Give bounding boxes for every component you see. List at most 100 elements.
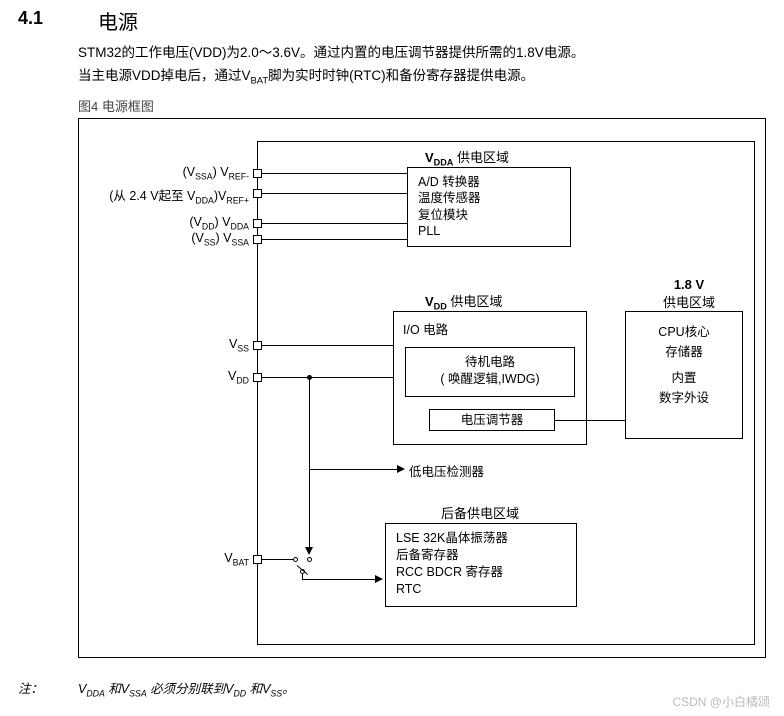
- pin-vref-plus: [253, 189, 262, 198]
- t: ) V: [215, 215, 231, 229]
- t: DDA: [86, 689, 104, 699]
- t: 供电区域: [447, 294, 503, 309]
- wire: [262, 559, 294, 560]
- t: 1.8 V: [674, 277, 704, 292]
- t: REF+: [226, 196, 249, 206]
- intro-paragraph: STM32的工作电压(VDD)为2.0～3.6V。通过内置的电压调节器提供所需的…: [78, 42, 764, 90]
- t: DDA: [231, 222, 249, 232]
- vdd-domain-title: VDD 供电区域: [425, 291, 502, 312]
- t: (V: [191, 231, 204, 245]
- t: )V: [214, 189, 227, 203]
- wire: [262, 239, 407, 240]
- vdda-domain-title: VDDA 供电区域: [425, 147, 509, 168]
- wire: [262, 345, 393, 346]
- pin-vbat-label: VBAT: [79, 551, 249, 568]
- pin-vref-plus-label: (从 2.4 V起至 VDDA)VREF+: [79, 185, 249, 206]
- arrow-icon: [375, 575, 383, 583]
- pin-vref-minus: [253, 169, 262, 178]
- wire: [262, 193, 407, 194]
- backup-domain-box: LSE 32K晶体振荡器 后备寄存器 RCC BDCR 寄存器 RTC: [385, 523, 577, 607]
- v18-domain-box: CPU核心 存储器 内置 数字外设: [625, 311, 743, 439]
- t: 。: [282, 682, 295, 696]
- pin-vref-minus-label: (VSSA) VREF-: [79, 165, 249, 182]
- backup-l2: 后备寄存器: [396, 547, 566, 564]
- wire: [309, 377, 310, 553]
- standby-l1: 待机电路: [406, 354, 574, 371]
- section-title: 电源: [98, 6, 138, 35]
- wire: [309, 469, 399, 470]
- v18-l3: 内置: [626, 368, 742, 388]
- arrow-icon: [305, 547, 313, 555]
- backup-l3: RCC BDCR 寄存器: [396, 564, 566, 581]
- t: 供电区域: [453, 150, 509, 165]
- para-line2b: 脚为实时时钟(RTC)和备份寄存器提供电源。: [268, 68, 534, 83]
- t: 供电区域: [663, 295, 715, 310]
- standby-box: 待机电路 ( 唤醒逻辑,IWDG): [405, 347, 575, 397]
- vdda-l1: A/D 转换器: [418, 174, 560, 190]
- lvd-label: 低电压检测器: [409, 461, 484, 480]
- t: SS: [270, 689, 282, 699]
- section-number: 4.1: [18, 8, 43, 29]
- para-line1: STM32的工作电压(VDD)为2.0～3.6V。通过内置的电压调节器提供所需的…: [78, 45, 584, 60]
- pin-vss-label: VSS: [79, 337, 249, 354]
- wire: [302, 579, 377, 580]
- pin-vdda-label: (VDD) VDDA: [79, 215, 249, 232]
- pin-vdd-label: VDD: [79, 369, 249, 386]
- t: SS: [237, 344, 249, 354]
- t: (从 2.4 V起至 V: [109, 189, 195, 203]
- para-line2a: 当主电源VDD掉电后，通过V: [78, 68, 251, 83]
- t: V: [425, 294, 434, 309]
- v18-l1: CPU核心: [626, 322, 742, 342]
- t: SSA: [231, 238, 249, 248]
- pin-vdd: [253, 373, 262, 382]
- t: BAT: [233, 558, 249, 568]
- v18-l2: 存储器: [626, 342, 742, 362]
- t: REF-: [229, 172, 249, 182]
- t: 和V: [246, 682, 270, 696]
- arrow-icon: [397, 465, 405, 473]
- figure-label: 图4 电源框图: [78, 96, 154, 115]
- standby-l2: ( 唤醒逻辑,IWDG): [406, 371, 574, 388]
- vdda-l3: 复位模块: [418, 207, 560, 223]
- wire: [262, 377, 393, 378]
- t: V: [224, 551, 232, 565]
- pin-vss: [253, 341, 262, 350]
- t: SSA: [129, 689, 147, 699]
- t: 和V: [105, 682, 129, 696]
- wire: [262, 173, 407, 174]
- t: 必须分别联到V: [147, 682, 234, 696]
- backup-l1: LSE 32K晶体振荡器: [396, 530, 566, 547]
- regulator-box: 电压调节器: [429, 409, 555, 431]
- t: (V: [183, 165, 196, 179]
- vdda-l4: PLL: [418, 223, 560, 239]
- v18-title: 1.8 V 供电区域: [639, 277, 739, 311]
- pin-vssa-label: (VSS) VSSA: [79, 231, 249, 248]
- io-label: I/O 电路: [403, 319, 448, 338]
- para-line2-sub: BAT: [251, 76, 269, 87]
- t: (V: [189, 215, 202, 229]
- note-label: 注：: [18, 678, 43, 697]
- pin-vssa: [253, 235, 262, 244]
- t: V: [425, 150, 434, 165]
- t: DDA: [195, 196, 213, 206]
- t: ) V: [216, 231, 232, 245]
- pin-vbat: [253, 555, 262, 564]
- watermark: CSDN @小白橘颂: [672, 693, 770, 710]
- v18-l4: 数字外设: [626, 388, 742, 408]
- backup-l4: RTC: [396, 581, 566, 598]
- t: DD: [233, 689, 246, 699]
- note-body: VDDA 和VSSA 必须分别联到VDD 和VSS。: [78, 678, 295, 699]
- vdda-l2: 温度传感器: [418, 190, 560, 206]
- t: DD: [202, 222, 215, 232]
- backup-title: 后备供电区域: [441, 503, 519, 522]
- t: ) V: [213, 165, 229, 179]
- t: SS: [204, 238, 216, 248]
- switch-node: [307, 557, 312, 562]
- wire: [262, 223, 407, 224]
- wire: [555, 420, 625, 421]
- pin-vdda: [253, 219, 262, 228]
- vdda-domain-box: A/D 转换器 温度传感器 复位模块 PLL: [407, 167, 571, 247]
- t: SSA: [195, 172, 213, 182]
- t: DD: [236, 376, 249, 386]
- power-block-diagram: VDDA 供电区域 A/D 转换器 温度传感器 复位模块 PLL (VSSA) …: [78, 118, 766, 658]
